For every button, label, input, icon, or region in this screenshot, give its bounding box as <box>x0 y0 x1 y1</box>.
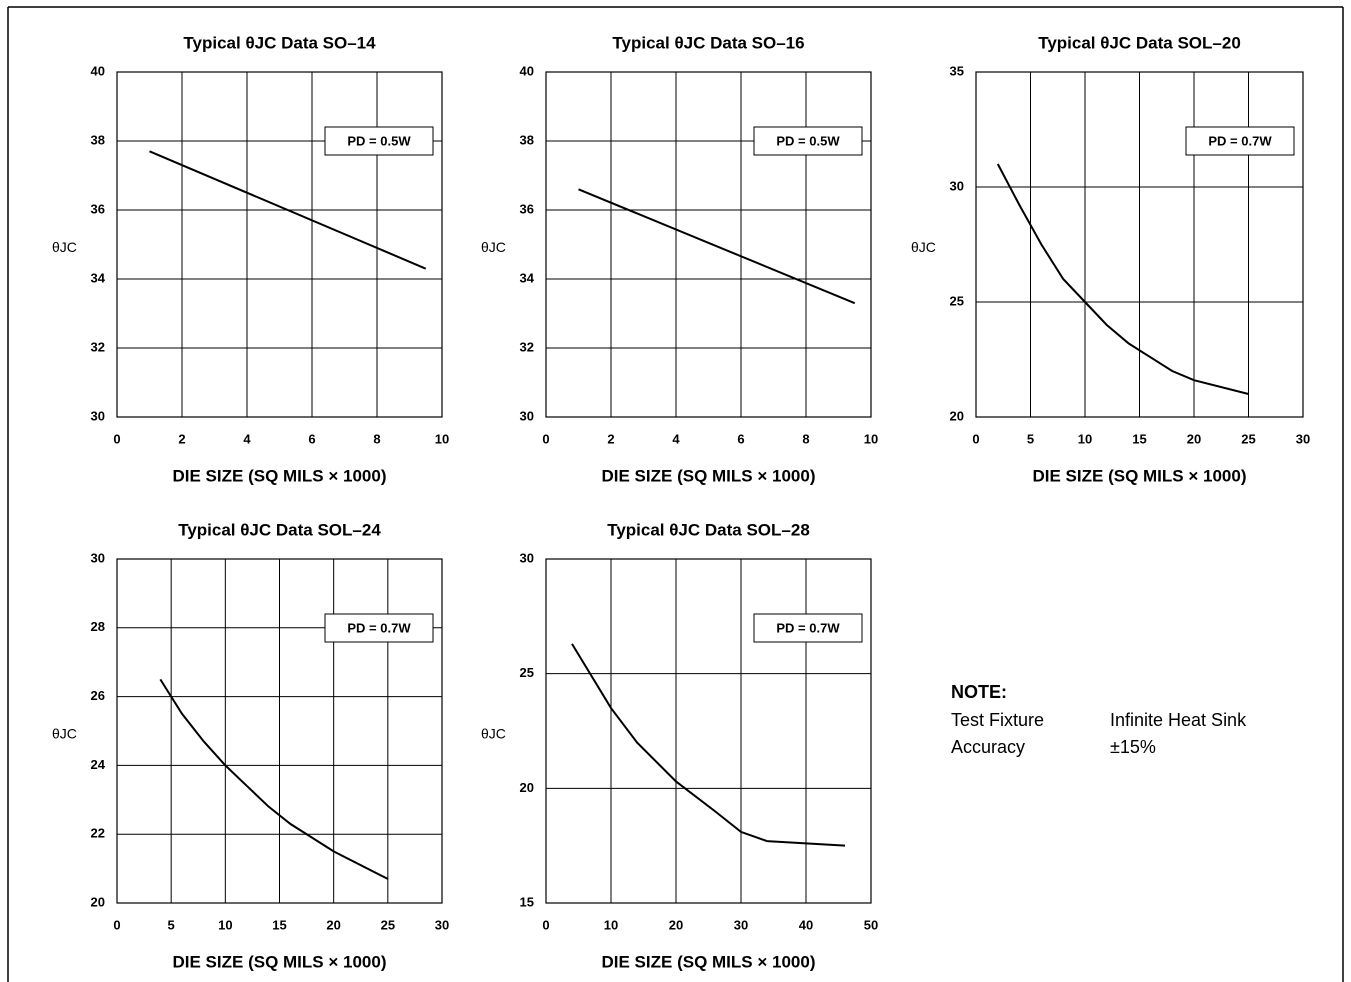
y-tick-label: 30 <box>950 178 964 193</box>
y-tick-label: 22 <box>91 826 105 841</box>
annotation: PD = 0.5W <box>776 133 840 148</box>
y-tick-label: 34 <box>91 270 106 285</box>
y-tick-label: 38 <box>91 132 105 147</box>
y-tick-label: 20 <box>91 894 105 909</box>
y-axis-label: θJC <box>52 239 77 255</box>
x-tick-label: 40 <box>799 917 813 932</box>
x-tick-label: 2 <box>607 431 614 446</box>
annotation-box <box>324 613 434 643</box>
x-tick-label: 4 <box>243 431 251 446</box>
x-axis-label: DIE SIZE (SQ MILS × 1000) <box>1033 466 1247 485</box>
x-tick-label: 6 <box>737 431 744 446</box>
data-line <box>996 163 1249 395</box>
x-tick-label: 10 <box>435 431 449 446</box>
data-line <box>571 643 846 847</box>
plot-frame <box>116 71 443 418</box>
x-tick-label: 50 <box>864 917 878 932</box>
annotation-box <box>1185 126 1295 156</box>
x-axis-label: DIE SIZE (SQ MILS × 1000) <box>602 466 816 485</box>
y-tick-label: 40 <box>91 63 105 78</box>
annotation-box <box>753 613 863 643</box>
x-tick-label: 10 <box>1078 431 1092 446</box>
chart-title: Typical θJC Data SOL–28 <box>607 520 810 539</box>
note-label: Test Fixture <box>951 710 1044 730</box>
y-tick-label: 30 <box>91 550 105 565</box>
x-tick-label: 25 <box>1241 431 1255 446</box>
x-tick-label: 0 <box>113 917 120 932</box>
chart-title: Typical θJC Data SO–16 <box>612 33 804 52</box>
x-tick-label: 20 <box>1187 431 1201 446</box>
x-tick-label: 30 <box>435 917 449 932</box>
chart-title: Typical θJC Data SOL–20 <box>1038 33 1241 52</box>
y-tick-label: 24 <box>91 757 106 772</box>
x-tick-label: 30 <box>734 917 748 932</box>
x-tick-label: 10 <box>604 917 618 932</box>
plot-frame <box>116 558 443 904</box>
x-tick-label: 10 <box>218 917 232 932</box>
x-tick-label: 0 <box>542 917 549 932</box>
y-tick-label: 25 <box>520 665 534 680</box>
y-tick-label: 40 <box>520 63 534 78</box>
y-axis-label: θJC <box>52 726 77 742</box>
x-tick-label: 20 <box>326 917 340 932</box>
note-title: NOTE: <box>951 682 1007 702</box>
x-tick-label: 10 <box>864 431 878 446</box>
x-tick-label: 8 <box>373 431 380 446</box>
y-tick-label: 20 <box>950 408 964 423</box>
y-tick-label: 28 <box>91 619 105 634</box>
x-tick-label: 5 <box>1027 431 1034 446</box>
x-axis-label: DIE SIZE (SQ MILS × 1000) <box>173 952 387 971</box>
y-tick-label: 36 <box>520 201 534 216</box>
note-value: ±15% <box>1110 737 1156 757</box>
x-tick-label: 2 <box>178 431 185 446</box>
data-line <box>159 678 389 880</box>
x-tick-label: 5 <box>168 917 175 932</box>
annotation: PD = 0.7W <box>347 620 411 635</box>
x-tick-label: 6 <box>308 431 315 446</box>
data-line <box>578 188 856 305</box>
note-label: Accuracy <box>951 737 1025 757</box>
y-axis-label: θJC <box>481 239 506 255</box>
x-axis-label: DIE SIZE (SQ MILS × 1000) <box>602 952 816 971</box>
annotation: PD = 0.7W <box>1208 133 1272 148</box>
y-tick-label: 25 <box>950 293 964 308</box>
y-tick-label: 15 <box>520 894 534 909</box>
plot-frame <box>545 71 872 418</box>
data-line <box>149 150 427 270</box>
chart-title: Typical θJC Data SOL–24 <box>178 520 381 539</box>
y-tick-label: 30 <box>91 408 105 423</box>
y-tick-label: 32 <box>91 339 105 354</box>
note-value: Infinite Heat Sink <box>1110 710 1247 730</box>
y-tick-label: 34 <box>520 270 535 285</box>
annotation-box <box>753 126 863 156</box>
x-tick-label: 0 <box>113 431 120 446</box>
plot-frame <box>975 71 1304 418</box>
x-tick-label: 15 <box>1132 431 1146 446</box>
x-tick-label: 8 <box>802 431 809 446</box>
chart-title: Typical θJC Data SO–14 <box>183 33 376 52</box>
x-tick-label: 0 <box>972 431 979 446</box>
y-tick-label: 36 <box>91 201 105 216</box>
y-tick-label: 30 <box>520 550 534 565</box>
y-tick-label: 20 <box>520 780 534 795</box>
x-tick-label: 4 <box>672 431 680 446</box>
y-axis-label: θJC <box>481 726 506 742</box>
y-tick-label: 26 <box>91 688 105 703</box>
y-tick-label: 35 <box>950 63 964 78</box>
x-axis-label: DIE SIZE (SQ MILS × 1000) <box>173 466 387 485</box>
annotation-box <box>324 126 434 156</box>
plot-frame <box>545 558 872 904</box>
y-tick-label: 38 <box>520 132 534 147</box>
x-tick-label: 25 <box>381 917 395 932</box>
x-tick-label: 30 <box>1296 431 1310 446</box>
x-tick-label: 15 <box>272 917 286 932</box>
annotation: PD = 0.5W <box>347 133 411 148</box>
y-tick-label: 32 <box>520 339 534 354</box>
y-axis-label: θJC <box>911 239 936 255</box>
x-tick-label: 20 <box>669 917 683 932</box>
y-tick-label: 30 <box>520 408 534 423</box>
x-tick-label: 0 <box>542 431 549 446</box>
annotation: PD = 0.7W <box>776 620 840 635</box>
